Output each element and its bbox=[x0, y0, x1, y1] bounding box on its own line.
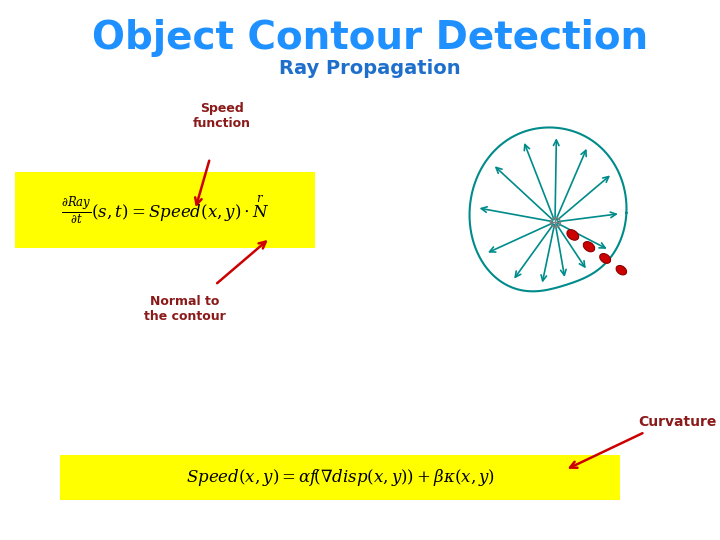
Ellipse shape bbox=[567, 230, 579, 240]
Text: Ray Propagation: Ray Propagation bbox=[279, 58, 461, 78]
Text: $\frac{\partial Ray}{\partial t}(s,t) = Speed(x,y)\cdot\overset{r}{N}$: $\frac{\partial Ray}{\partial t}(s,t) = … bbox=[60, 193, 269, 226]
Bar bbox=[15, 172, 315, 248]
Text: Speed
function: Speed function bbox=[193, 102, 251, 130]
Ellipse shape bbox=[600, 254, 611, 264]
Text: Normal to
the contour: Normal to the contour bbox=[144, 295, 226, 323]
Ellipse shape bbox=[616, 266, 626, 275]
Bar bbox=[60, 455, 620, 500]
Ellipse shape bbox=[583, 241, 595, 252]
Text: $Speed(x,y) = \alpha f\!\left(\nabla disp(x,y)\right) + \beta\kappa(x,y)$: $Speed(x,y) = \alpha f\!\left(\nabla dis… bbox=[186, 467, 495, 488]
Text: Object Contour Detection: Object Contour Detection bbox=[92, 19, 648, 57]
Text: Curvature: Curvature bbox=[638, 415, 716, 429]
